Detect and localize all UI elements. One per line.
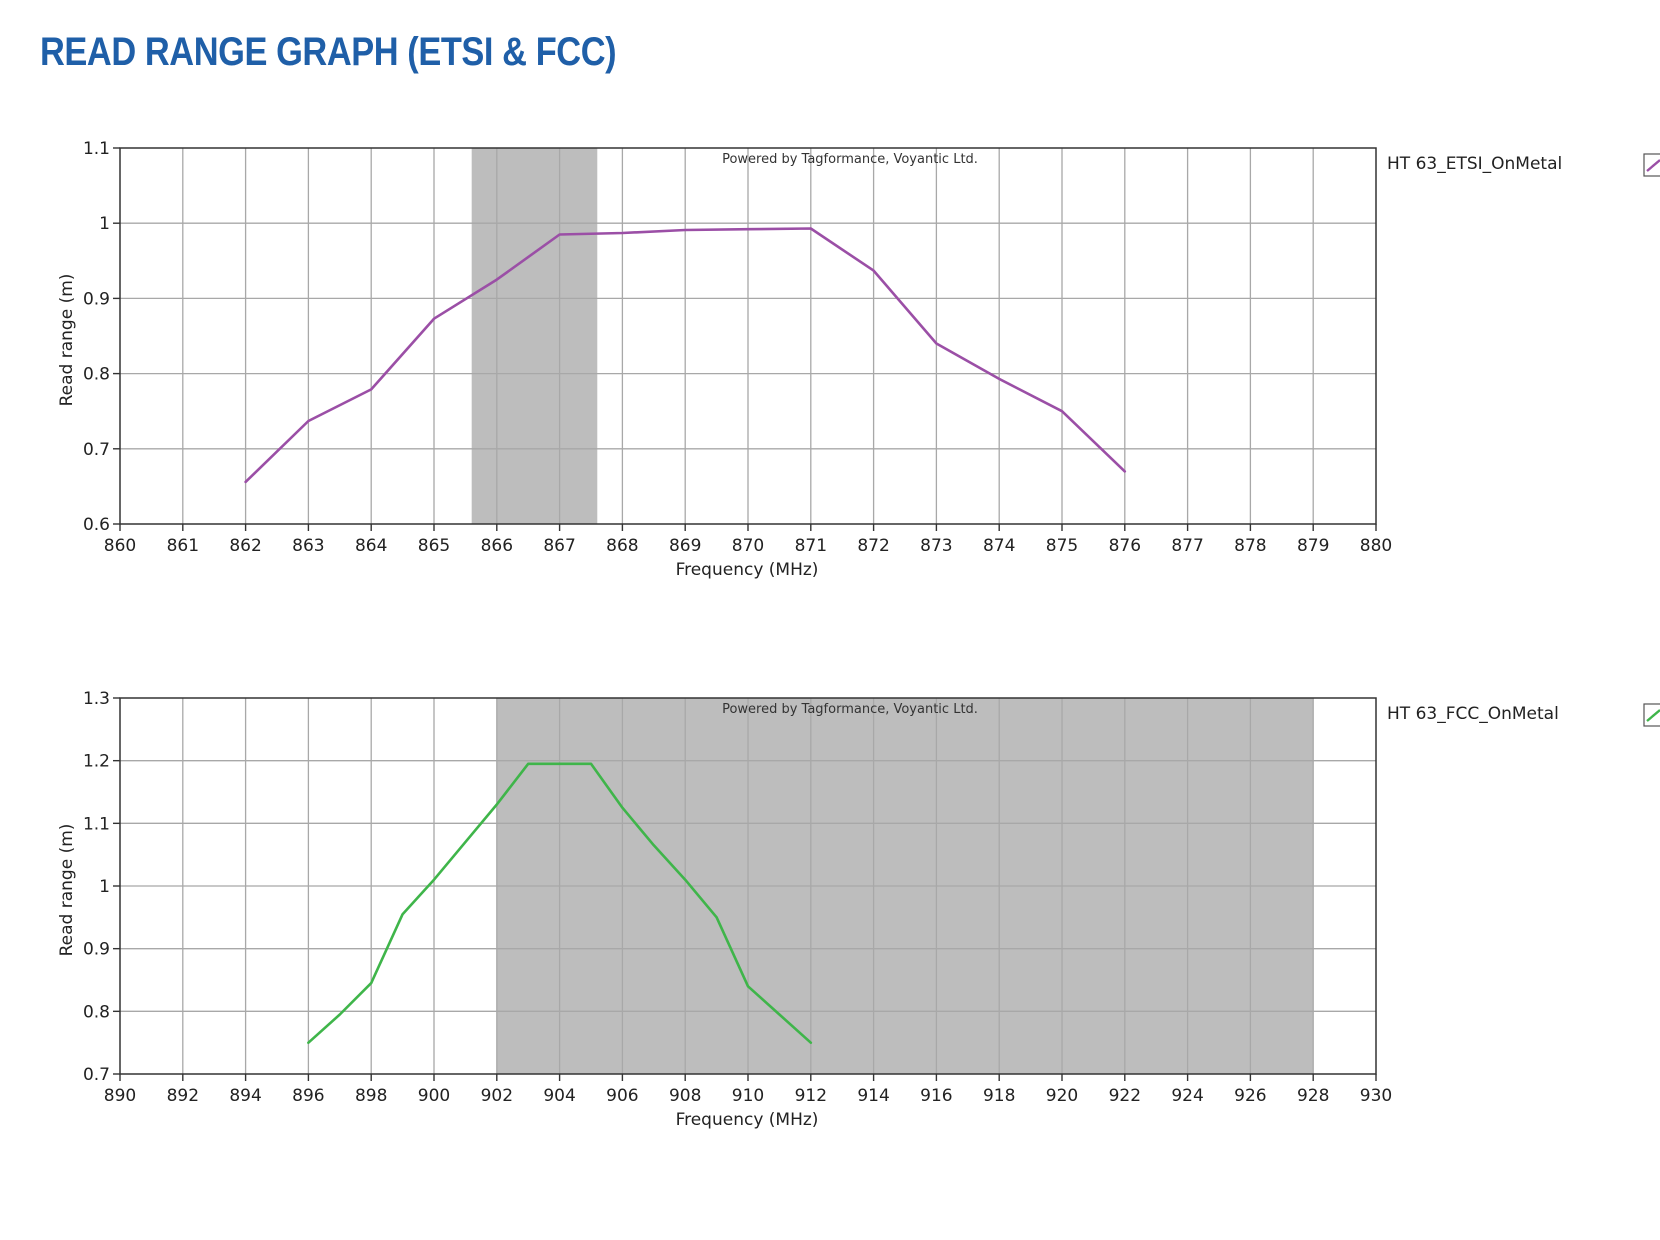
y-tick-label: 1.1 xyxy=(83,814,110,834)
series-line xyxy=(307,762,813,1045)
x-tick-label: 864 xyxy=(355,536,387,556)
x-tick-label: 920 xyxy=(1046,1086,1078,1106)
x-tick-label: 912 xyxy=(795,1086,827,1106)
x-tick-label: 863 xyxy=(292,536,324,556)
y-tick-label: 1.1 xyxy=(83,139,110,159)
legend-swatch xyxy=(1643,703,1660,727)
x-tick-label: 868 xyxy=(606,536,638,556)
x-tick-label: 875 xyxy=(1046,536,1078,556)
x-tick-label: 866 xyxy=(481,536,513,556)
y-tick-label: 1 xyxy=(99,877,110,897)
watermark-text: Powered by Tagformance, Voyantic Ltd. xyxy=(722,152,978,167)
x-tick-label: 860 xyxy=(104,536,136,556)
y-tick-label: 1.3 xyxy=(83,689,110,709)
x-tick-label: 896 xyxy=(292,1086,324,1106)
y-axis-title: Read range (m) xyxy=(57,274,77,407)
legend-label: HT 63_ETSI_OnMetal xyxy=(1387,154,1562,174)
x-tick-label: 922 xyxy=(1109,1086,1141,1106)
series-line xyxy=(244,227,1127,484)
x-tick-label: 902 xyxy=(481,1086,513,1106)
fcc-read-range-chart: 890 892 894 896 898 900 902 904 906 908 910 912 914 9… xyxy=(57,689,1660,1130)
watermark-text: Powered by Tagformance, Voyantic Ltd. xyxy=(722,702,978,717)
y-tick-label: 0.6 xyxy=(83,515,110,535)
x-tick-label: 904 xyxy=(543,1086,575,1106)
x-tick-label: 872 xyxy=(857,536,889,556)
x-tick-label: 910 xyxy=(732,1086,764,1106)
legend-label: HT 63_FCC_OnMetal xyxy=(1387,704,1559,724)
x-tick-label: 906 xyxy=(606,1086,638,1106)
y-axis-title: Read range (m) xyxy=(57,824,77,957)
x-tick-label: 924 xyxy=(1171,1086,1203,1106)
y-tick-label: 0.9 xyxy=(83,289,110,309)
legend-swatch-line xyxy=(1646,159,1660,172)
x-axis-title: Frequency (MHz) xyxy=(676,1110,819,1130)
x-tick-label: 880 xyxy=(1360,536,1392,556)
x-tick-label: 930 xyxy=(1360,1086,1392,1106)
x-tick-label: 878 xyxy=(1234,536,1266,556)
x-tick-label: 894 xyxy=(229,1086,261,1106)
x-axis-title: Frequency (MHz) xyxy=(676,560,819,580)
x-tick-label: 870 xyxy=(732,536,764,556)
x-tick-label: 914 xyxy=(857,1086,889,1106)
page-title: READ RANGE GRAPH (ETSI & FCC) xyxy=(40,30,617,74)
y-tick-label: 1 xyxy=(99,214,110,234)
x-tick-label: 862 xyxy=(229,536,261,556)
y-tick-label: 0.7 xyxy=(83,1065,110,1085)
x-tick-label: 916 xyxy=(920,1086,952,1106)
x-tick-label: 908 xyxy=(669,1086,701,1106)
x-tick-label: 861 xyxy=(167,536,199,556)
x-tick-label: 874 xyxy=(983,536,1015,556)
x-tick-label: 865 xyxy=(418,536,450,556)
x-tick-label: 892 xyxy=(167,1086,199,1106)
x-tick-label: 890 xyxy=(104,1086,136,1106)
shaded-band xyxy=(471,148,598,524)
y-tick-label: 0.8 xyxy=(83,1002,110,1022)
x-tick-label: 873 xyxy=(920,536,952,556)
x-tick-label: 918 xyxy=(983,1086,1015,1106)
x-tick-label: 876 xyxy=(1109,536,1141,556)
x-tick-label: 867 xyxy=(543,536,575,556)
x-tick-label: 926 xyxy=(1234,1086,1266,1106)
y-tick-label: 1.2 xyxy=(83,752,110,772)
y-tick-label: 0.9 xyxy=(83,940,110,960)
y-tick-label: 0.8 xyxy=(83,365,110,385)
legend-swatch-line xyxy=(1646,709,1660,722)
y-tick-label: 0.7 xyxy=(83,440,110,460)
x-tick-label: 898 xyxy=(355,1086,387,1106)
x-tick-label: 877 xyxy=(1171,536,1203,556)
x-tick-label: 871 xyxy=(795,536,827,556)
x-tick-label: 900 xyxy=(418,1086,450,1106)
x-tick-label: 928 xyxy=(1297,1086,1329,1106)
etsi-read-range-chart: 860 861 862 863 864 865 866 867 868 869 870 871 872 8… xyxy=(57,139,1660,580)
x-tick-label: 869 xyxy=(669,536,701,556)
x-tick-label: 879 xyxy=(1297,536,1329,556)
legend-swatch xyxy=(1643,153,1660,177)
